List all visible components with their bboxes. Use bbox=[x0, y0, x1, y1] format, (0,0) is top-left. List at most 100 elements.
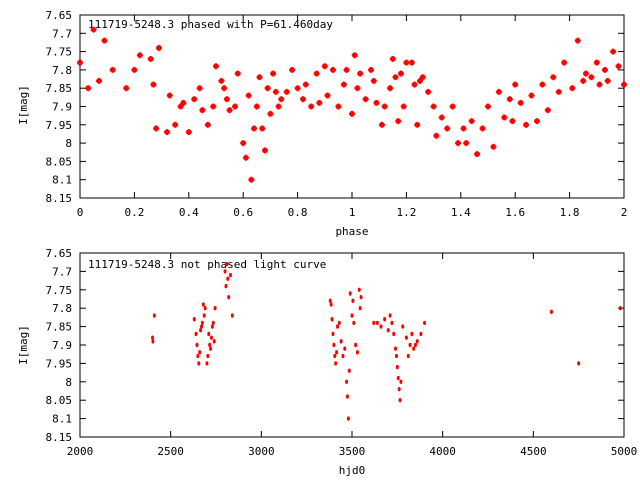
data-point bbox=[580, 77, 587, 84]
y-tick-label: 7.8 bbox=[52, 64, 72, 77]
data-point bbox=[199, 107, 206, 114]
data-points bbox=[151, 261, 622, 421]
data-point bbox=[195, 342, 199, 348]
x-tick-label: 0.6 bbox=[233, 206, 253, 219]
x-tick-label: 1.2 bbox=[396, 206, 416, 219]
data-point bbox=[379, 324, 383, 329]
y-tick-label: 7.8 bbox=[52, 302, 72, 315]
data-point bbox=[392, 331, 396, 337]
data-point bbox=[610, 48, 617, 55]
data-point bbox=[512, 81, 519, 88]
data-point bbox=[370, 77, 377, 84]
x-tick-label: 1 bbox=[349, 206, 356, 219]
data-point bbox=[479, 125, 486, 132]
data-point bbox=[604, 77, 611, 84]
x-tick-label: 5000 bbox=[611, 445, 638, 458]
data-point bbox=[618, 306, 622, 311]
data-point bbox=[340, 81, 347, 88]
data-point bbox=[423, 320, 427, 326]
x-tick-label: 3000 bbox=[248, 445, 275, 458]
data-point bbox=[398, 398, 402, 403]
y-tick-label: 8.05 bbox=[46, 394, 73, 407]
data-point bbox=[221, 85, 228, 92]
y-tick-label: 8.05 bbox=[46, 155, 73, 168]
data-point bbox=[588, 74, 595, 81]
data-point bbox=[438, 114, 445, 121]
data-point bbox=[544, 107, 551, 114]
y-tick-label: 8.15 bbox=[46, 431, 73, 444]
data-point bbox=[191, 96, 198, 103]
data-point bbox=[378, 121, 385, 128]
data-point bbox=[328, 298, 332, 304]
y-tick-label: 7.9 bbox=[52, 101, 72, 114]
data-point bbox=[332, 342, 336, 348]
x-tick-label: 1.8 bbox=[560, 206, 580, 219]
data-point bbox=[411, 81, 418, 88]
data-point bbox=[397, 70, 404, 77]
y-tick-label: 7.7 bbox=[52, 265, 72, 278]
data-point bbox=[468, 118, 475, 125]
y-tick-label: 7.95 bbox=[46, 119, 73, 132]
data-points bbox=[77, 26, 627, 183]
data-point bbox=[147, 55, 154, 62]
data-point bbox=[329, 66, 336, 73]
data-point bbox=[412, 346, 416, 351]
data-point bbox=[430, 103, 437, 110]
y-tick-label: 7.85 bbox=[46, 321, 73, 334]
data-point bbox=[408, 342, 412, 348]
data-point bbox=[375, 320, 379, 326]
data-point bbox=[345, 394, 349, 399]
data-point bbox=[166, 92, 173, 99]
data-point bbox=[196, 85, 203, 92]
data-point bbox=[226, 276, 230, 281]
data-point bbox=[223, 269, 227, 274]
data-point bbox=[172, 121, 179, 128]
y-tick-label: 7.75 bbox=[46, 46, 73, 59]
data-point bbox=[403, 59, 410, 66]
data-point bbox=[408, 59, 415, 66]
data-point bbox=[131, 66, 138, 73]
data-point bbox=[596, 81, 603, 88]
data-point bbox=[372, 320, 376, 326]
data-point bbox=[289, 66, 296, 73]
data-point bbox=[533, 118, 540, 125]
data-point bbox=[358, 306, 362, 311]
data-point bbox=[123, 85, 130, 92]
data-point bbox=[85, 85, 92, 92]
data-point bbox=[334, 361, 338, 366]
data-point bbox=[455, 140, 462, 147]
data-point bbox=[577, 361, 581, 366]
data-point bbox=[150, 81, 157, 88]
data-point bbox=[212, 339, 216, 344]
data-point bbox=[601, 66, 608, 73]
y-tick-label: 7.7 bbox=[52, 27, 72, 40]
data-point bbox=[210, 324, 214, 329]
data-point bbox=[329, 302, 333, 307]
x-axis-label: hjd0 bbox=[339, 464, 366, 477]
x-tick-label: 0.4 bbox=[179, 206, 199, 219]
data-point bbox=[400, 103, 407, 110]
data-point bbox=[394, 353, 398, 359]
data-point bbox=[232, 103, 239, 110]
data-point bbox=[343, 66, 350, 73]
y-tick-label: 8 bbox=[65, 137, 72, 150]
y-tick-label: 7.95 bbox=[46, 357, 73, 370]
data-point bbox=[383, 317, 387, 322]
data-point bbox=[205, 361, 209, 366]
data-point bbox=[206, 353, 210, 359]
data-point bbox=[549, 309, 553, 315]
data-point bbox=[256, 74, 263, 81]
data-point bbox=[229, 272, 233, 278]
data-point bbox=[346, 416, 350, 421]
data-point bbox=[349, 110, 355, 117]
y-tick-label: 8 bbox=[65, 376, 72, 389]
y-tick-label: 8.1 bbox=[52, 174, 72, 187]
data-point bbox=[495, 88, 502, 95]
data-point bbox=[283, 88, 290, 95]
y-axis-label: I[mag] bbox=[17, 85, 30, 125]
data-point bbox=[224, 283, 228, 289]
x-tick-label: 4500 bbox=[520, 445, 547, 458]
data-point bbox=[463, 140, 470, 147]
data-point bbox=[155, 44, 162, 51]
data-point bbox=[330, 317, 334, 322]
